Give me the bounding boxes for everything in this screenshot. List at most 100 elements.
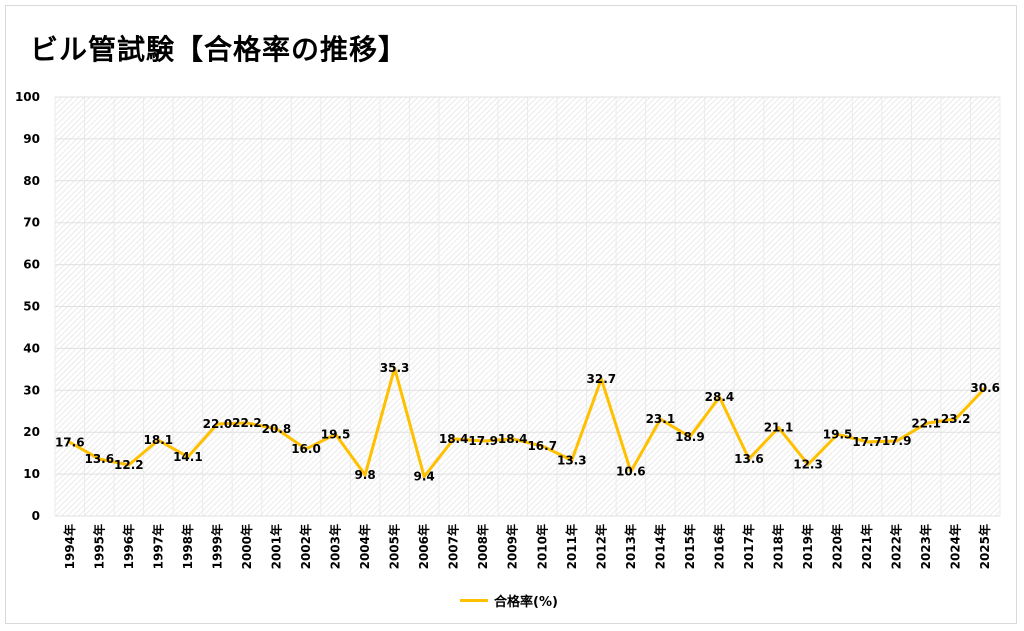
data-label: 16.0 — [291, 442, 321, 456]
x-tick-label: 2007年 — [446, 524, 461, 569]
legend-swatch — [460, 599, 488, 602]
y-tick-label: 90 — [23, 132, 40, 146]
data-label: 22.2 — [232, 416, 262, 430]
data-point — [481, 439, 485, 443]
data-point — [156, 438, 160, 442]
x-tick-label: 2011年 — [564, 524, 579, 569]
x-tick-label: 1997年 — [150, 524, 165, 569]
data-label: 9.8 — [354, 468, 375, 482]
data-label: 19.5 — [823, 427, 853, 441]
data-label: 17.7 — [852, 435, 882, 449]
y-tick-label: 60 — [23, 258, 40, 272]
data-point — [511, 437, 515, 441]
data-label: 16.7 — [527, 439, 557, 453]
data-label: 17.6 — [55, 435, 85, 449]
data-point — [629, 470, 633, 474]
y-tick-label: 30 — [23, 383, 40, 397]
x-tick-label: 2021年 — [859, 524, 874, 569]
x-tick-label: 2008年 — [475, 524, 490, 569]
x-tick-label: 2023年 — [918, 524, 933, 569]
x-tick-label: 2015年 — [682, 524, 697, 569]
x-tick-label: 2016年 — [711, 524, 726, 569]
x-tick-label: 2014年 — [652, 524, 667, 569]
data-point — [983, 386, 987, 390]
data-label: 10.6 — [616, 465, 646, 479]
x-tick-label: 2003年 — [328, 524, 343, 569]
data-point — [717, 395, 721, 399]
x-tick-label: 2002年 — [298, 524, 313, 569]
data-point — [570, 458, 574, 462]
y-tick-label: 100 — [15, 90, 40, 104]
data-point — [334, 432, 338, 436]
data-point — [895, 439, 899, 443]
data-label: 12.2 — [114, 458, 144, 472]
data-point — [127, 463, 131, 467]
legend-label: 合格率(%) — [494, 595, 558, 610]
data-point — [452, 437, 456, 441]
y-tick-label: 70 — [23, 216, 40, 230]
x-tick-label: 2017年 — [741, 524, 756, 569]
x-tick-label: 2018年 — [771, 524, 786, 569]
data-point — [363, 473, 367, 477]
data-label: 18.4 — [498, 432, 528, 446]
data-point — [68, 440, 72, 444]
x-tick-label: 2005年 — [387, 524, 402, 569]
data-point — [186, 455, 190, 459]
y-tick-label: 0 — [32, 509, 40, 523]
y-tick-label: 80 — [23, 174, 40, 188]
x-tick-label: 2012年 — [593, 524, 608, 569]
data-point — [304, 447, 308, 451]
legend: 合格率(%) — [460, 591, 558, 610]
x-tick-label: 2024年 — [948, 524, 963, 569]
data-point — [97, 457, 101, 461]
data-label: 22.0 — [203, 417, 233, 431]
x-tick-label: 2019年 — [800, 524, 815, 569]
x-tick-label: 2006年 — [416, 524, 431, 569]
data-point — [836, 432, 840, 436]
x-tick-label: 2001年 — [268, 524, 283, 569]
data-label: 18.4 — [439, 432, 469, 446]
chart-frame — [5, 5, 1017, 624]
data-point — [747, 457, 751, 461]
y-tick-label: 50 — [23, 300, 40, 314]
data-label: 19.5 — [321, 427, 351, 441]
data-label: 9.4 — [414, 470, 435, 484]
data-point — [422, 475, 426, 479]
data-label: 20.8 — [262, 422, 292, 436]
series-line — [69, 366, 987, 479]
data-label: 21.1 — [764, 421, 794, 435]
data-point — [215, 422, 219, 426]
x-tick-label: 2000年 — [239, 524, 254, 569]
data-label: 22.1 — [911, 416, 941, 430]
chart-title: ビル管試験【合格率の推移】 — [30, 33, 408, 66]
y-tick-label: 10 — [23, 467, 40, 481]
data-point — [777, 426, 781, 430]
x-tick-label: 1998年 — [180, 524, 195, 569]
x-tick-label: 2025年 — [977, 524, 992, 569]
data-point — [865, 440, 869, 444]
data-point — [274, 427, 278, 431]
data-label: 12.3 — [793, 457, 823, 471]
x-tick-label: 2020年 — [830, 524, 845, 569]
x-tick-label: 2010年 — [534, 524, 549, 569]
x-tick-label: 2022年 — [889, 524, 904, 569]
data-label: 35.3 — [380, 361, 410, 375]
data-point — [924, 421, 928, 425]
data-label: 28.4 — [705, 390, 735, 404]
data-point — [954, 417, 958, 421]
data-point — [688, 435, 692, 439]
data-point — [658, 417, 662, 421]
data-label: 30.6 — [970, 381, 1000, 395]
data-label: 14.1 — [173, 450, 203, 464]
x-tick-label: 2013年 — [623, 524, 638, 569]
data-label: 23.2 — [941, 412, 971, 426]
data-label: 13.6 — [734, 452, 764, 466]
data-label: 18.1 — [144, 433, 174, 447]
data-label: 23.1 — [646, 412, 676, 426]
data-label: 13.3 — [557, 453, 587, 467]
x-tick-label: 2004年 — [357, 524, 372, 569]
data-label: 13.6 — [84, 452, 114, 466]
data-point — [245, 421, 249, 425]
data-point — [599, 377, 603, 381]
